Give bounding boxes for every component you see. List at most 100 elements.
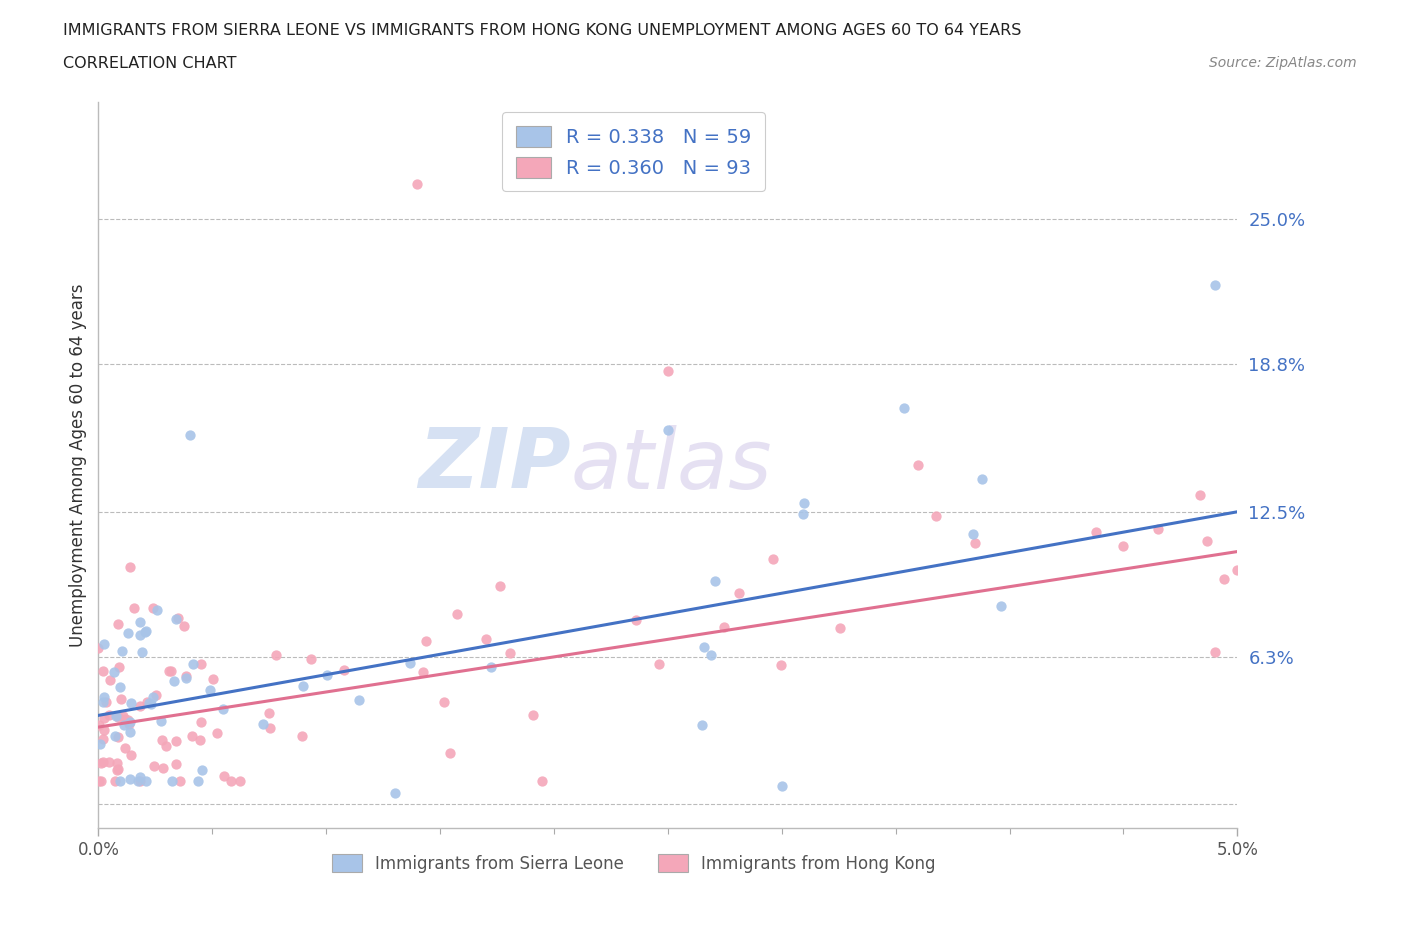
Point xyxy=(105,709,128,724)
Point xyxy=(143,759,166,774)
Point xyxy=(1226,563,1249,578)
Point xyxy=(94,695,117,710)
Point xyxy=(150,732,173,747)
Point xyxy=(252,717,274,732)
Text: CORRELATION CHART: CORRELATION CHART xyxy=(63,56,236,71)
Point xyxy=(415,634,437,649)
Point xyxy=(169,774,191,789)
Point xyxy=(93,636,115,651)
Text: atlas: atlas xyxy=(571,424,773,506)
Point xyxy=(406,177,429,192)
Point xyxy=(181,657,204,671)
Point xyxy=(111,709,134,724)
Point xyxy=(713,619,735,634)
Point xyxy=(962,527,984,542)
Point xyxy=(475,631,498,646)
Point xyxy=(107,617,129,631)
Point xyxy=(399,656,422,671)
Point xyxy=(128,774,150,789)
Text: IMMIGRANTS FROM SIERRA LEONE VS IMMIGRANTS FROM HONG KONG UNEMPLOYMENT AMONG AGE: IMMIGRANTS FROM SIERRA LEONE VS IMMIGRAN… xyxy=(63,23,1022,38)
Point xyxy=(925,509,948,524)
Point xyxy=(160,774,183,789)
Point xyxy=(990,599,1012,614)
Point xyxy=(963,536,986,551)
Point xyxy=(127,774,149,789)
Point xyxy=(181,729,204,744)
Point xyxy=(91,732,114,747)
Point xyxy=(129,615,152,630)
Point xyxy=(91,755,114,770)
Text: Source: ZipAtlas.com: Source: ZipAtlas.com xyxy=(1209,56,1357,70)
Point xyxy=(1112,538,1135,553)
Point xyxy=(1204,644,1226,659)
Point xyxy=(412,665,434,680)
Text: ZIP: ZIP xyxy=(419,424,571,506)
Point xyxy=(657,364,679,379)
Point xyxy=(87,717,110,732)
Point xyxy=(138,696,160,711)
Point xyxy=(647,657,669,671)
Point xyxy=(433,694,456,709)
Point xyxy=(907,458,929,472)
Point xyxy=(692,717,714,732)
Point xyxy=(221,774,243,789)
Point xyxy=(211,701,233,716)
Point xyxy=(165,756,187,771)
Point xyxy=(728,585,751,600)
Point xyxy=(103,665,125,680)
Point xyxy=(107,761,129,776)
Point xyxy=(157,664,180,679)
Point xyxy=(98,708,121,723)
Point xyxy=(128,769,150,784)
Point xyxy=(187,774,209,789)
Point xyxy=(201,671,224,686)
Point xyxy=(152,760,174,775)
Point xyxy=(190,714,212,729)
Point xyxy=(769,658,792,672)
Point xyxy=(165,733,187,748)
Point xyxy=(91,664,114,679)
Point xyxy=(292,678,315,693)
Point xyxy=(316,668,339,683)
Point xyxy=(479,660,502,675)
Point xyxy=(135,623,157,638)
Point xyxy=(114,741,136,756)
Point xyxy=(117,625,139,640)
Point xyxy=(173,618,195,633)
Point xyxy=(188,733,211,748)
Point xyxy=(110,774,132,789)
Point xyxy=(150,713,173,728)
Point xyxy=(142,601,165,616)
Point xyxy=(135,774,157,789)
Point xyxy=(122,601,145,616)
Point xyxy=(657,422,679,437)
Point xyxy=(87,641,110,656)
Point xyxy=(198,683,221,698)
Point xyxy=(129,698,152,713)
Point xyxy=(333,662,356,677)
Point xyxy=(770,778,793,793)
Point xyxy=(160,663,183,678)
Point xyxy=(142,689,165,704)
Point xyxy=(257,706,280,721)
Point xyxy=(384,785,406,800)
Point xyxy=(700,647,723,662)
Point xyxy=(90,774,112,789)
Point xyxy=(136,695,159,710)
Point xyxy=(120,695,142,710)
Point xyxy=(93,689,115,704)
Point xyxy=(155,738,177,753)
Point xyxy=(145,603,167,618)
Point xyxy=(89,737,111,751)
Point xyxy=(762,551,785,566)
Point xyxy=(489,578,512,593)
Point xyxy=(828,621,851,636)
Point xyxy=(792,507,814,522)
Point xyxy=(190,657,212,671)
Point xyxy=(128,628,150,643)
Point xyxy=(174,671,197,685)
Point xyxy=(163,673,186,688)
Point xyxy=(120,559,142,574)
Point xyxy=(703,574,725,589)
Point xyxy=(104,774,127,789)
